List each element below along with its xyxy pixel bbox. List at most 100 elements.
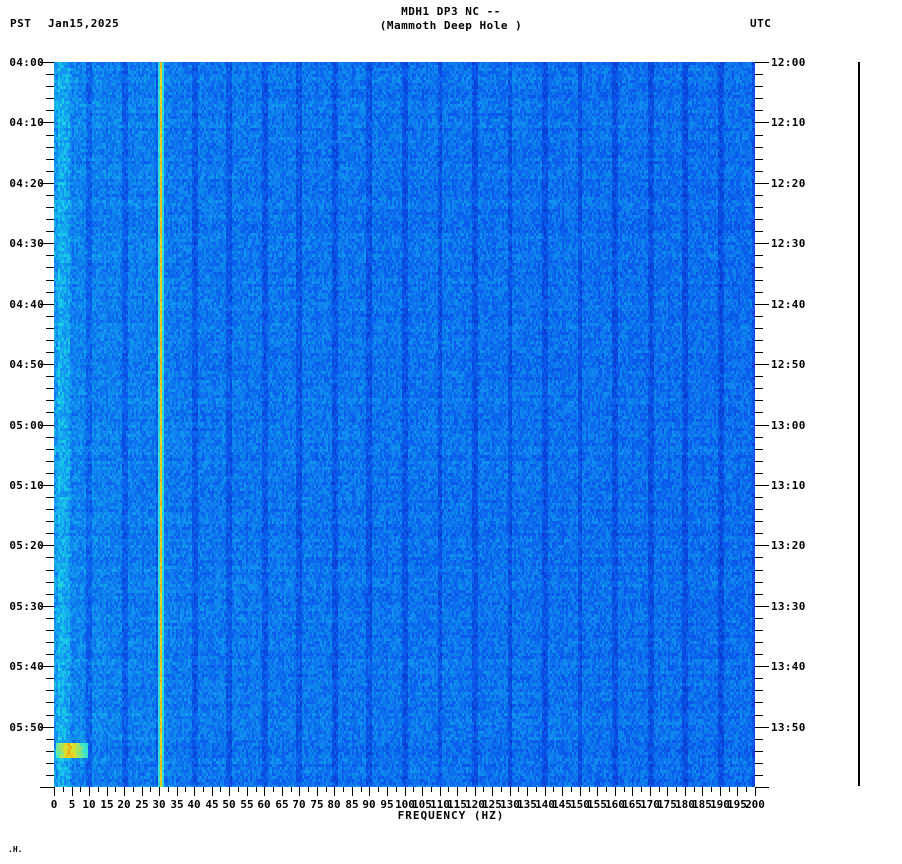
tick-major-bottom: [54, 787, 55, 796]
tick-minor-right: [755, 86, 763, 87]
tick-minor-right: [755, 557, 763, 558]
spectrogram-plot: [54, 62, 755, 787]
tick-major-bottom: [737, 787, 738, 796]
tick-minor-right: [755, 231, 763, 232]
tick-minor-left: [46, 159, 54, 160]
tick-minor-left: [46, 449, 54, 450]
time-label-pst: 05:30: [9, 600, 44, 613]
tick-minor-right: [755, 376, 763, 377]
frequency-label: 95: [380, 798, 394, 811]
tick-minor-bottom: [746, 787, 747, 792]
tick-minor-right: [755, 219, 763, 220]
tick-minor-bottom: [711, 787, 712, 792]
tick-major-right: [755, 364, 769, 365]
tick-minor-bottom: [606, 787, 607, 792]
tick-minor-bottom: [518, 787, 519, 792]
tick-minor-right: [755, 582, 763, 583]
page-title: MDH1 DP3 NC --: [401, 5, 501, 18]
tick-major-bottom: [615, 787, 616, 796]
tick-minor-left: [46, 171, 54, 172]
time-label-pst: 04:10: [9, 116, 44, 129]
tick-major-left: [40, 425, 54, 426]
time-label-utc: 12:00: [771, 56, 806, 69]
frequency-label: 80: [327, 798, 341, 811]
tick-minor-left: [46, 219, 54, 220]
frequency-label: 100: [395, 798, 415, 811]
tick-minor-left: [46, 376, 54, 377]
tick-major-right: [755, 304, 769, 305]
tick-minor-left: [46, 521, 54, 522]
tick-minor-bottom: [291, 787, 292, 792]
tick-minor-left: [46, 74, 54, 75]
tick-minor-left: [46, 678, 54, 679]
frequency-label: 50: [222, 798, 236, 811]
tick-minor-bottom: [168, 787, 169, 792]
tick-minor-bottom: [273, 787, 274, 792]
tick-minor-bottom: [133, 787, 134, 792]
tick-minor-right: [755, 74, 763, 75]
tick-minor-right: [755, 412, 763, 413]
frequency-label: 60: [257, 798, 271, 811]
tick-minor-left: [46, 533, 54, 534]
tick-minor-right: [755, 292, 763, 293]
tick-minor-left: [46, 255, 54, 256]
tick-minor-bottom: [553, 787, 554, 792]
tick-major-bottom: [317, 787, 318, 796]
tick-major-bottom: [334, 787, 335, 796]
tick-major-bottom: [510, 787, 511, 796]
frequency-label: 140: [535, 798, 555, 811]
tick-major-bottom: [369, 787, 370, 796]
frequency-label: 125: [482, 798, 502, 811]
tick-minor-left: [46, 412, 54, 413]
tick-minor-right: [755, 110, 763, 111]
frequency-label: 105: [412, 798, 432, 811]
tick-minor-left: [46, 690, 54, 691]
tick-minor-left: [46, 328, 54, 329]
tick-major-bottom: [545, 787, 546, 796]
tick-major-bottom: [387, 787, 388, 796]
tick-minor-right: [755, 775, 763, 776]
frequency-label: 35: [170, 798, 184, 811]
tick-major-right: [755, 485, 769, 486]
time-label-pst: 05:10: [9, 479, 44, 492]
time-label-utc: 12:10: [771, 116, 806, 129]
tick-minor-bottom: [63, 787, 64, 792]
tick-major-bottom: [247, 787, 248, 796]
time-label-utc: 12:20: [771, 177, 806, 190]
tick-minor-left: [46, 594, 54, 595]
frequency-label: 25: [135, 798, 149, 811]
frequency-label: 70: [292, 798, 306, 811]
tick-major-bottom: [667, 787, 668, 796]
tick-major-bottom: [282, 787, 283, 796]
tick-major-right: [755, 545, 769, 546]
tick-minor-right: [755, 509, 763, 510]
tick-minor-left: [46, 654, 54, 655]
tick-minor-left: [46, 316, 54, 317]
frequency-label: 55: [240, 798, 254, 811]
tick-minor-right: [755, 473, 763, 474]
page-subtitle: (Mammoth Deep Hole ): [379, 19, 523, 32]
tick-minor-left: [46, 195, 54, 196]
tick-minor-right: [755, 400, 763, 401]
frequency-label: 0: [50, 798, 58, 811]
frequency-label: 185: [692, 798, 712, 811]
tick-major-left: [40, 183, 54, 184]
tick-major-bottom: [352, 787, 353, 796]
tick-major-bottom: [755, 787, 756, 796]
tick-minor-left: [46, 388, 54, 389]
frequency-label: 120: [465, 798, 485, 811]
tick-minor-left: [46, 340, 54, 341]
date-label: Jan15,2025: [48, 17, 120, 30]
tick-minor-right: [755, 739, 763, 740]
tick-minor-bottom: [431, 787, 432, 792]
tick-major-bottom: [440, 787, 441, 796]
tick-minor-bottom: [729, 787, 730, 792]
tick-minor-bottom: [238, 787, 239, 792]
time-axis-pst: 04:00 04:10 04:20 04:30 04:40 04:50 05:00 05:10…: [0, 0, 54, 864]
time-label-pst: 05:00: [9, 419, 44, 432]
tick-minor-bottom: [483, 787, 484, 792]
tick-minor-left: [46, 292, 54, 293]
tick-minor-right: [755, 533, 763, 534]
tick-minor-bottom: [536, 787, 537, 792]
frequency-label: 110: [430, 798, 450, 811]
